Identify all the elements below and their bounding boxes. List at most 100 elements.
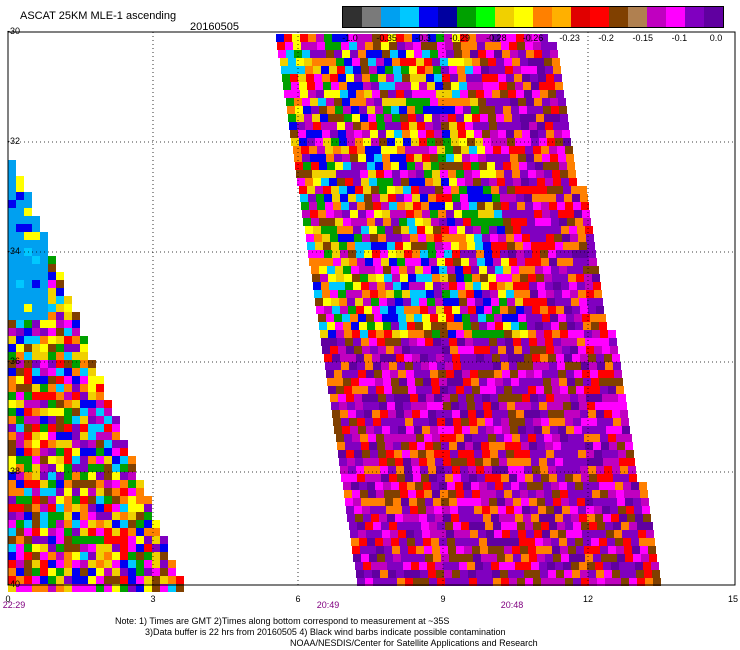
wind-cell xyxy=(354,130,362,138)
wind-cell xyxy=(8,352,16,360)
wind-cell xyxy=(8,576,16,584)
wind-cell xyxy=(514,74,522,82)
wind-cell xyxy=(16,184,24,192)
wind-cell xyxy=(442,74,450,82)
wind-cell xyxy=(337,442,345,450)
wind-cell xyxy=(382,210,390,218)
wind-cell xyxy=(496,114,504,122)
wind-cell xyxy=(559,538,567,546)
wind-cell xyxy=(521,178,529,186)
wind-cell xyxy=(510,426,518,434)
wind-cell xyxy=(380,90,388,98)
wind-cell xyxy=(397,146,405,154)
wind-cell xyxy=(366,370,374,378)
wind-cell xyxy=(112,432,120,440)
wind-cell xyxy=(473,122,481,130)
wind-cell xyxy=(128,512,136,520)
wind-cell xyxy=(88,368,96,376)
wind-cell xyxy=(72,440,80,448)
wind-cell xyxy=(406,50,414,58)
wind-cell xyxy=(596,466,604,474)
wind-cell xyxy=(467,186,475,194)
wind-cell xyxy=(308,34,316,42)
wind-cell xyxy=(557,258,565,266)
wind-cell xyxy=(482,394,490,402)
wind-cell xyxy=(389,202,397,210)
wind-cell xyxy=(478,370,486,378)
wind-cell xyxy=(382,426,390,434)
longitude-tick-label: 15 xyxy=(727,594,739,604)
wind-cell xyxy=(322,74,330,82)
wind-cell xyxy=(378,394,386,402)
wind-cell xyxy=(561,226,569,234)
wind-cell xyxy=(360,58,368,66)
wind-cell xyxy=(88,392,96,400)
wind-cell xyxy=(392,546,400,554)
wind-cell xyxy=(64,472,72,480)
wind-cell xyxy=(80,408,88,416)
wind-cell xyxy=(284,90,292,98)
wind-cell xyxy=(389,522,397,530)
wind-cell xyxy=(517,418,525,426)
wind-cell xyxy=(495,266,503,274)
wind-cell xyxy=(471,162,479,170)
wind-cell xyxy=(549,42,557,50)
wind-cell xyxy=(464,58,472,66)
wind-cell xyxy=(324,194,332,202)
wind-cell xyxy=(64,456,72,464)
wind-cell xyxy=(390,530,398,538)
wind-cell xyxy=(304,114,312,122)
wind-cell xyxy=(413,362,421,370)
wind-cell xyxy=(553,66,561,74)
wind-cell xyxy=(460,250,468,258)
wind-cell xyxy=(80,480,88,488)
legend-swatch xyxy=(495,7,515,27)
wind-cell xyxy=(497,282,505,290)
wind-cell xyxy=(472,170,480,178)
wind-cell xyxy=(636,570,644,578)
wind-cell xyxy=(390,314,398,322)
wind-cell xyxy=(483,514,491,522)
wind-cell xyxy=(432,170,440,178)
wind-cell xyxy=(384,114,392,122)
wind-cell xyxy=(589,418,597,426)
wind-cell xyxy=(72,504,80,512)
wind-cell xyxy=(609,554,617,562)
wind-cell xyxy=(16,296,24,304)
wind-cell xyxy=(392,274,400,282)
wind-cell xyxy=(136,528,144,536)
longitude-tick-label: 6 xyxy=(295,594,301,604)
wind-cell xyxy=(335,266,343,274)
wind-cell xyxy=(512,434,520,442)
wind-cell xyxy=(565,146,573,154)
wind-cell xyxy=(388,466,396,474)
wind-cell xyxy=(32,552,40,560)
wind-cell xyxy=(474,346,482,354)
wind-cell xyxy=(369,226,377,234)
legend-label: -0.26 xyxy=(522,33,544,43)
wind-cell xyxy=(417,178,425,186)
wind-cell xyxy=(617,554,625,562)
wind-cell xyxy=(571,298,579,306)
wind-cell xyxy=(88,496,96,504)
wind-cell xyxy=(560,490,568,498)
wind-cell xyxy=(345,226,353,234)
wind-cell xyxy=(535,162,543,170)
wind-cell xyxy=(364,466,372,474)
wind-cell xyxy=(329,66,337,74)
wind-cell xyxy=(394,450,402,458)
wind-cell xyxy=(424,546,432,554)
wind-cell xyxy=(321,282,329,290)
wind-cell xyxy=(64,416,72,424)
wind-cell xyxy=(463,378,471,386)
wind-cell xyxy=(8,320,16,328)
wind-cell xyxy=(461,578,469,586)
wind-cell xyxy=(396,250,404,258)
wind-cell xyxy=(482,130,490,138)
wind-cell xyxy=(40,400,48,408)
wind-cell xyxy=(388,410,396,418)
wind-cell xyxy=(64,568,72,576)
wind-cell xyxy=(376,434,384,442)
wind-cell xyxy=(622,530,630,538)
wind-cell xyxy=(290,130,298,138)
